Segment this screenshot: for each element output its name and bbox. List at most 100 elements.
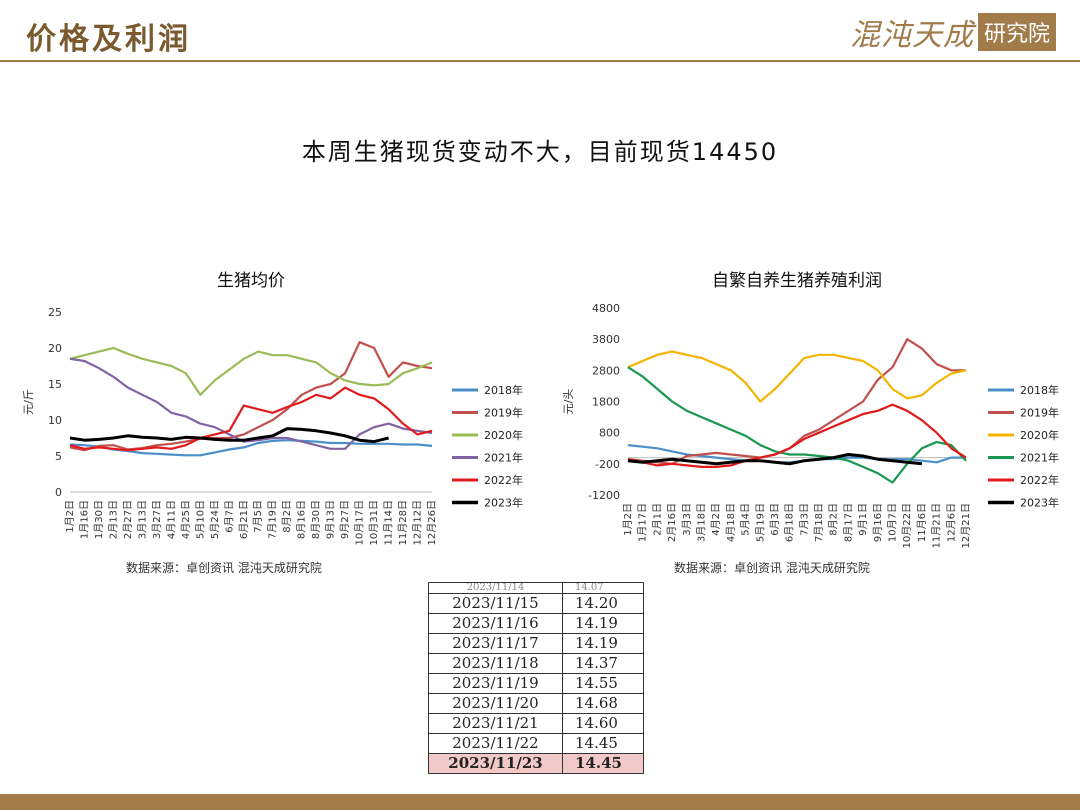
y-tick-label: 0 — [55, 486, 62, 499]
series-line — [69, 427, 389, 444]
y-tick-label: 4800 — [592, 302, 620, 315]
y-tick-label: -1200 — [588, 489, 620, 502]
x-tick-label: 9月27日 — [339, 500, 351, 539]
legend-label: 2022年 — [1020, 473, 1059, 487]
table-cell-date: 2023/11/21 — [428, 713, 563, 734]
y-axis-label: 元/头 — [562, 389, 575, 415]
table-cell-date: 2023/11/14 — [428, 582, 563, 594]
chart-hog-price: 生猪均价 元/斤 0 5 10 15 20 25 1月2日 1月16日 1月30日 2月13日 2月27… — [18, 258, 538, 588]
x-tick-label: 1月2日 — [622, 503, 634, 536]
x-tick-label: 4月18日 — [725, 503, 737, 542]
source-note: 数据来源：卓创资讯 混沌天成研究院 — [674, 560, 870, 575]
x-tick-label: 1月17日 — [637, 503, 649, 542]
y-tick-label: 3800 — [592, 333, 620, 346]
x-tick-label: 5月19日 — [754, 503, 766, 542]
series-line — [627, 338, 966, 465]
x-tick-label: 12月6日 — [945, 503, 957, 542]
legend-label: 2018年 — [484, 383, 523, 397]
x-tick-label: 8月2日 — [828, 503, 840, 536]
y-tick-label: 1800 — [592, 396, 620, 409]
table-cell-date: 2023/11/17 — [428, 633, 563, 654]
table-cell-date: 2023/11/15 — [428, 593, 563, 614]
x-tick-label: 3月18日 — [695, 503, 707, 542]
chart-title: 自繁自养生猪养殖利润 — [712, 271, 882, 291]
series-line — [69, 386, 433, 452]
table-cell-value: 14.45 — [562, 753, 644, 774]
y-tick-label: 5 — [55, 450, 62, 463]
table-row: 2023/11/22 14.45 — [428, 733, 644, 754]
y-tick-label: 25 — [48, 306, 62, 319]
legend-label: 2020年 — [1020, 428, 1059, 442]
legend-label: 2020年 — [484, 428, 523, 442]
logo-box-text: 研究院 — [977, 13, 1056, 51]
x-tick-label: 9月13日 — [325, 500, 337, 539]
chart-hog-profit: 自繁自养生猪养殖利润元/头 -1200 -200 800 1800 2800 3800 480… — [558, 258, 1070, 588]
x-tick-label: 4月11日 — [165, 500, 177, 539]
x-tick-label: 12月12日 — [412, 500, 424, 545]
x-tick-label: 9月1日 — [857, 503, 869, 536]
x-tick-label: 6月18日 — [784, 503, 796, 542]
table-cell-value: 14.19 — [562, 613, 644, 634]
table-row: 2023/11/16 14.19 — [428, 613, 644, 634]
x-tick-label: 12月21日 — [960, 503, 972, 548]
table-row: 2023/11/17 14.19 — [428, 633, 644, 654]
legend-label: 2019年 — [484, 406, 523, 420]
x-tick-label: 6月21日 — [238, 500, 250, 539]
x-tick-label: 2月1日 — [651, 503, 663, 536]
logo-main-text: 混沌天成 — [849, 18, 974, 53]
company-logo: 混沌天成 研究院 — [849, 12, 1056, 53]
table-cell-date: 2023/11/23 — [428, 753, 563, 774]
y-axis-label: 元/斤 — [22, 389, 35, 415]
x-tick-label: 6月3日 — [769, 503, 781, 536]
table-row: 2023/11/20 14.68 — [428, 693, 644, 714]
table-cell-date: 2023/11/18 — [428, 653, 563, 674]
x-tick-label: 10月7日 — [887, 503, 899, 542]
x-tick-label: 11月14日 — [383, 500, 395, 545]
x-tick-label: 10月22日 — [901, 503, 913, 548]
table-row-partial: 2023/11/14 14.07 — [428, 582, 644, 594]
x-tick-label: 2月16日 — [666, 503, 678, 542]
y-tick-label: 15 — [48, 378, 62, 391]
table-cell-value: 14.60 — [562, 713, 644, 734]
x-tick-label: 7月18日 — [813, 503, 825, 542]
x-tick-label: 8月17日 — [842, 503, 854, 542]
table-row: 2023/11/15 14.20 — [428, 593, 644, 614]
legend-label: 2018年 — [1020, 383, 1059, 397]
x-tick-label: 3月13日 — [136, 500, 148, 539]
y-tick-label: 10 — [48, 414, 62, 427]
x-tick-label: 12月26日 — [426, 500, 438, 545]
legend-label: 2021年 — [1020, 451, 1059, 465]
table-cell-value: 14.55 — [562, 673, 644, 694]
x-tick-label: 4月25日 — [180, 500, 192, 539]
x-tick-label: 10月31日 — [368, 500, 380, 545]
x-tick-label: 7月19日 — [267, 500, 279, 539]
x-tick-label: 11月28日 — [397, 500, 409, 545]
x-tick-label: 1月30日 — [93, 500, 105, 539]
y-tick-label: -200 — [595, 458, 620, 471]
x-tick-label: 8月2日 — [281, 500, 293, 533]
x-tick-label: 11月21日 — [931, 503, 943, 548]
table-row: 2023/11/21 14.60 — [428, 713, 644, 734]
table-cell-date: 2023/11/20 — [428, 693, 563, 714]
table-cell-value: 14.07 — [562, 582, 644, 594]
x-tick-label: 3月27日 — [151, 500, 163, 539]
x-tick-label: 1月16日 — [78, 500, 90, 539]
x-tick-label: 3月3日 — [681, 503, 693, 536]
y-tick-label: 800 — [599, 427, 620, 440]
table-cell-value: 14.37 — [562, 653, 644, 674]
table-cell-date: 2023/11/22 — [428, 733, 563, 754]
x-tick-label: 10月17日 — [354, 500, 366, 545]
series-line — [69, 439, 433, 457]
x-tick-label: 8月30日 — [310, 500, 322, 539]
table-row: 2023/11/23 14.45 — [428, 753, 644, 774]
page-title: 价格及利润 — [26, 22, 191, 57]
y-tick-label: 2800 — [592, 364, 620, 377]
table-cell-date: 2023/11/19 — [428, 673, 563, 694]
x-tick-label: 8月16日 — [296, 500, 308, 539]
legend-label: 2023年 — [484, 496, 523, 510]
series-line — [627, 350, 967, 403]
table-cell-date: 2023/11/16 — [428, 613, 563, 634]
legend-label: 2023年 — [1020, 496, 1059, 510]
